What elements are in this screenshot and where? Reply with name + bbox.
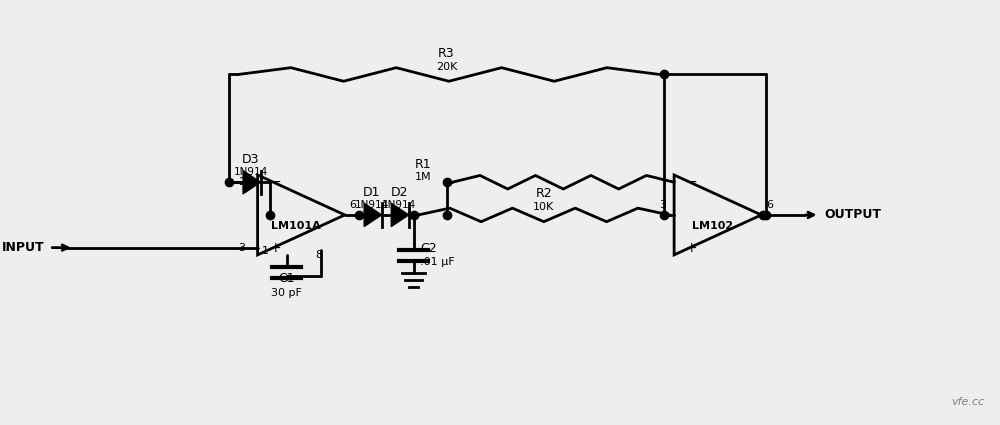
Text: 1: 1 (262, 246, 269, 256)
Text: 6: 6 (350, 200, 357, 210)
Polygon shape (391, 203, 409, 227)
Text: −: − (269, 175, 281, 189)
Text: INPUT: INPUT (2, 241, 44, 254)
Polygon shape (364, 203, 382, 227)
Text: 10K: 10K (533, 202, 554, 212)
Text: 30 pF: 30 pF (271, 288, 302, 298)
Text: 8: 8 (316, 250, 323, 260)
Text: OUTPUT: OUTPUT (824, 208, 881, 221)
Text: −: − (686, 175, 697, 189)
Text: 1M: 1M (415, 172, 432, 182)
Text: 3: 3 (238, 243, 245, 252)
Text: 3: 3 (659, 200, 666, 210)
Text: 1N914: 1N914 (234, 167, 268, 178)
Polygon shape (243, 170, 261, 194)
Text: +: + (269, 241, 281, 255)
Text: 1N914: 1N914 (382, 200, 416, 210)
Text: R1: R1 (415, 158, 432, 171)
Text: +: + (686, 241, 697, 255)
Text: D3: D3 (242, 153, 260, 166)
Text: .01 μF: .01 μF (420, 257, 455, 267)
Text: 20K: 20K (436, 62, 457, 72)
Text: 6: 6 (766, 200, 773, 210)
Text: LM101A: LM101A (271, 221, 321, 232)
Text: 2: 2 (238, 177, 245, 187)
Text: 1N914: 1N914 (355, 200, 389, 210)
Text: R3: R3 (438, 47, 455, 60)
Text: LM102: LM102 (692, 221, 733, 232)
Text: vfe.cc: vfe.cc (951, 397, 984, 407)
Text: D2: D2 (390, 186, 408, 198)
Text: C2: C2 (420, 242, 437, 255)
Text: D1: D1 (363, 186, 381, 198)
Text: C1: C1 (278, 272, 295, 285)
Text: R2: R2 (536, 187, 552, 201)
